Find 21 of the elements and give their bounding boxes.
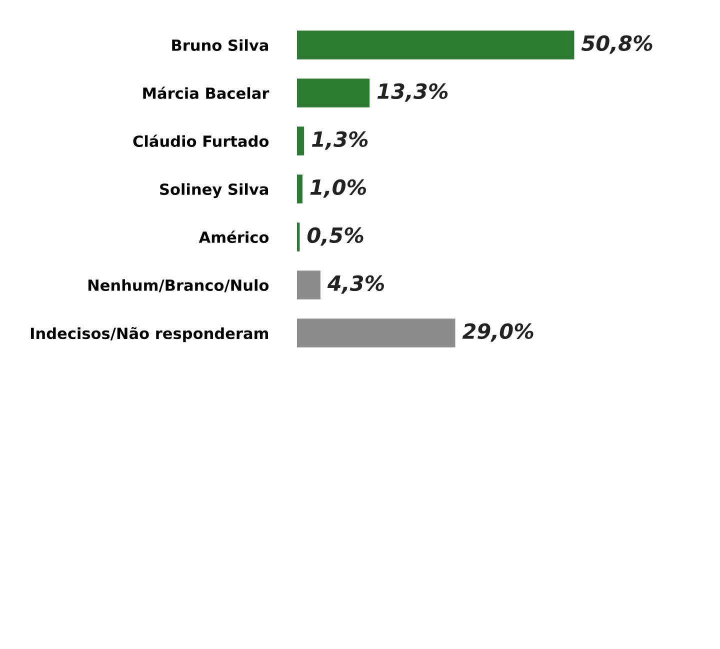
data-label: 0,5% [307,227,364,246]
data-label: 1,0% [310,179,366,198]
y-tick-label: Soliney Silva [160,183,268,198]
data-label: 4,3% [327,275,384,294]
y-tick-label: Cláudio Furtado [133,134,269,148]
data-label: 13,3% [377,83,448,102]
bar [297,318,456,348]
data-label: 29,0% [462,323,534,342]
bar [297,30,574,60]
bar [297,78,370,108]
y-tick-label: Indecisos/Não responderam [30,327,268,342]
bar [297,174,302,204]
y-tick-label: Bruno Silva [172,39,268,52]
y-tick-label: Márcia Bacelar [143,86,270,100]
data-label: 50,8% [581,35,652,54]
data-label: 1,3% [312,131,368,150]
bar [297,222,300,252]
y-tick-label: Nenhum/Branco/Nulo [88,279,269,292]
bar [297,270,320,300]
bar [297,126,304,156]
y-tick-label: Américo [198,230,269,244]
